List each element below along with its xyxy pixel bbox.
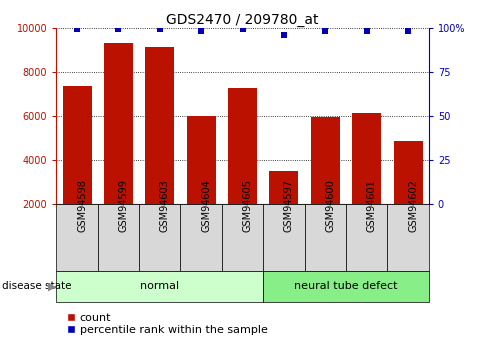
Bar [352, 114, 381, 248]
Bar [393, 141, 422, 248]
Text: GSM94598: GSM94598 [77, 179, 87, 232]
Bar [228, 88, 257, 248]
Bar [98, 204, 139, 271]
Text: normal: normal [140, 282, 179, 291]
Bar [263, 271, 429, 302]
Bar [311, 117, 340, 248]
Bar [270, 170, 298, 248]
Text: GSM94601: GSM94601 [367, 179, 377, 232]
Bar [187, 116, 216, 248]
Bar [263, 204, 305, 271]
Bar [180, 204, 222, 271]
Bar [63, 86, 92, 248]
Text: GSM94599: GSM94599 [119, 179, 128, 232]
Legend: count, percentile rank within the sample: count, percentile rank within the sample [62, 308, 272, 339]
Bar [139, 204, 180, 271]
Title: GDS2470 / 209780_at: GDS2470 / 209780_at [166, 12, 319, 27]
Text: GSM94602: GSM94602 [408, 179, 418, 232]
Text: GSM94604: GSM94604 [201, 179, 211, 232]
Text: GSM94600: GSM94600 [325, 179, 335, 232]
Text: GSM94603: GSM94603 [160, 179, 170, 232]
Bar [346, 204, 388, 271]
Bar [222, 204, 263, 271]
Bar [388, 204, 429, 271]
Bar [56, 204, 98, 271]
Text: GSM94605: GSM94605 [243, 179, 252, 232]
Bar [146, 47, 174, 248]
Bar [104, 43, 133, 248]
Bar [305, 204, 346, 271]
Text: disease state: disease state [2, 282, 72, 291]
Bar [56, 271, 263, 302]
Text: neural tube defect: neural tube defect [294, 282, 398, 291]
Text: GSM94597: GSM94597 [284, 179, 294, 232]
Text: ▶: ▶ [48, 282, 56, 291]
